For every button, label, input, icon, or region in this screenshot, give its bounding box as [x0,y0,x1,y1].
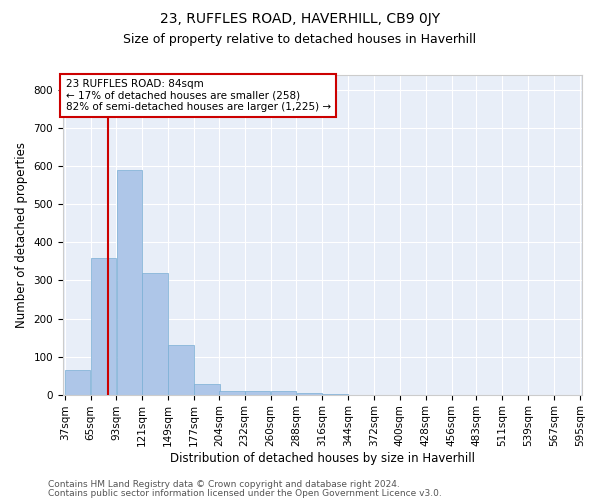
Bar [194,384,220,394]
Text: 23, RUFFLES ROAD, HAVERHILL, CB9 0JY: 23, RUFFLES ROAD, HAVERHILL, CB9 0JY [160,12,440,26]
Bar [142,273,168,394]
Bar [91,258,116,394]
Bar [296,392,322,394]
Bar [219,391,245,394]
Y-axis label: Number of detached properties: Number of detached properties [15,142,28,328]
Bar [168,345,194,395]
Text: Contains public sector information licensed under the Open Government Licence v3: Contains public sector information licen… [48,490,442,498]
Text: 23 RUFFLES ROAD: 84sqm
← 17% of detached houses are smaller (258)
82% of semi-de: 23 RUFFLES ROAD: 84sqm ← 17% of detached… [65,79,331,112]
Bar [271,391,296,394]
Bar [116,170,142,394]
Text: Contains HM Land Registry data © Crown copyright and database right 2024.: Contains HM Land Registry data © Crown c… [48,480,400,489]
X-axis label: Distribution of detached houses by size in Haverhill: Distribution of detached houses by size … [170,452,475,465]
Text: Size of property relative to detached houses in Haverhill: Size of property relative to detached ho… [124,32,476,46]
Bar [65,370,91,394]
Bar [245,391,271,394]
